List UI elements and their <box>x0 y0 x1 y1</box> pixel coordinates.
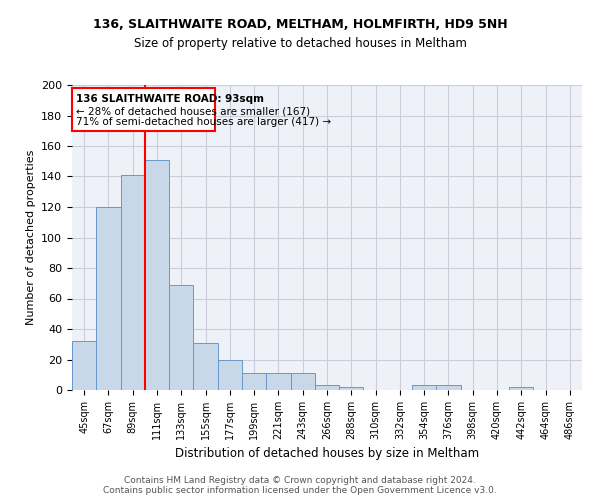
Bar <box>412 386 436 390</box>
Y-axis label: Number of detached properties: Number of detached properties <box>26 150 35 325</box>
Bar <box>145 160 169 390</box>
Bar <box>509 387 533 390</box>
Bar <box>72 341 96 390</box>
Bar <box>242 373 266 390</box>
Bar <box>290 373 315 390</box>
Text: 136 SLAITHWAITE ROAD: 93sqm: 136 SLAITHWAITE ROAD: 93sqm <box>76 94 263 104</box>
Bar <box>266 373 290 390</box>
Text: Contains HM Land Registry data © Crown copyright and database right 2024.
Contai: Contains HM Land Registry data © Crown c… <box>103 476 497 495</box>
Bar <box>73 88 215 130</box>
Text: ← 28% of detached houses are smaller (167): ← 28% of detached houses are smaller (16… <box>76 106 310 117</box>
Bar <box>315 386 339 390</box>
Text: 136, SLAITHWAITE ROAD, MELTHAM, HOLMFIRTH, HD9 5NH: 136, SLAITHWAITE ROAD, MELTHAM, HOLMFIRT… <box>92 18 508 30</box>
Bar <box>121 175 145 390</box>
X-axis label: Distribution of detached houses by size in Meltham: Distribution of detached houses by size … <box>175 448 479 460</box>
Bar <box>96 207 121 390</box>
Bar <box>339 387 364 390</box>
Bar <box>436 386 461 390</box>
Bar <box>218 360 242 390</box>
Text: 71% of semi-detached houses are larger (417) →: 71% of semi-detached houses are larger (… <box>76 117 331 127</box>
Text: Size of property relative to detached houses in Meltham: Size of property relative to detached ho… <box>134 38 466 51</box>
Bar <box>193 342 218 390</box>
Bar <box>169 285 193 390</box>
